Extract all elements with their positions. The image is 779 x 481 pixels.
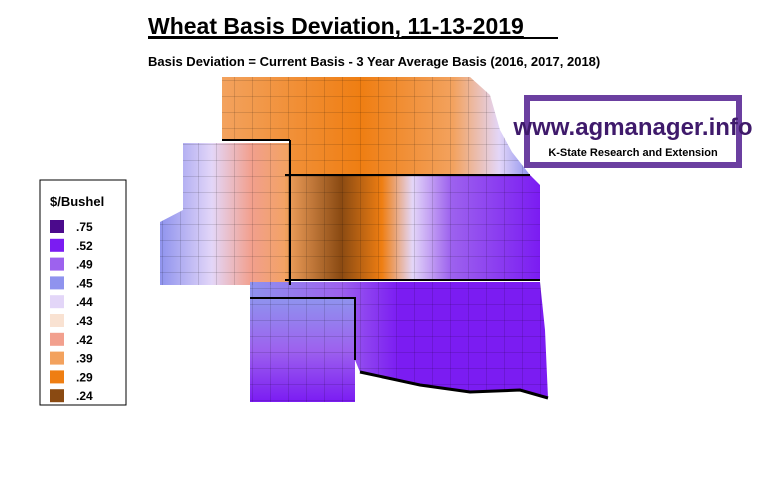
legend-swatch: [50, 389, 64, 403]
legend-label: .49: [76, 258, 93, 272]
title: Wheat Basis Deviation, 11-13-2019: [148, 13, 524, 39]
legend-label: .44: [76, 295, 93, 309]
legend-swatch: [50, 276, 64, 290]
legend-swatch: [50, 257, 64, 271]
logo: www.agmanager.info K-State Research and …: [512, 95, 753, 168]
legend: $/Bushel .75 .52 .49 .45 .44 .43 .42 .39 .29 .24: [39, 179, 127, 406]
legend-swatch: [50, 295, 64, 309]
legend-swatch: [50, 351, 64, 365]
map: [160, 77, 549, 402]
legend-swatch: [50, 332, 64, 346]
legend-box: [39, 179, 127, 406]
legend-label: .45: [76, 276, 93, 290]
legend-label: .39: [76, 352, 93, 366]
legend-swatch: [50, 238, 64, 252]
legend-label: .75: [76, 220, 93, 234]
legend-title: $/Bushel: [50, 194, 104, 209]
legend-label: .29: [76, 370, 93, 384]
legend-items: .75 .52 .49 .45 .44 .43 .42 .39 .29 .24: [50, 220, 93, 403]
legend-swatch: [50, 314, 64, 327]
state-borders: [222, 139, 549, 400]
legend-label: .24: [76, 389, 93, 403]
legend-label: .43: [76, 314, 93, 328]
county-lines: [160, 77, 548, 402]
legend-swatch: [50, 220, 64, 233]
logo-org: K-State Research and Extension: [548, 147, 718, 159]
logo-url: www.agmanager.info: [512, 114, 752, 141]
legend-swatch: [50, 370, 64, 384]
legend-label: .42: [76, 333, 93, 347]
legend-label: .52: [76, 239, 93, 253]
logo-inner: [530, 101, 736, 162]
subtitle: Basis Deviation = Current Basis - 3 Year…: [148, 54, 600, 69]
